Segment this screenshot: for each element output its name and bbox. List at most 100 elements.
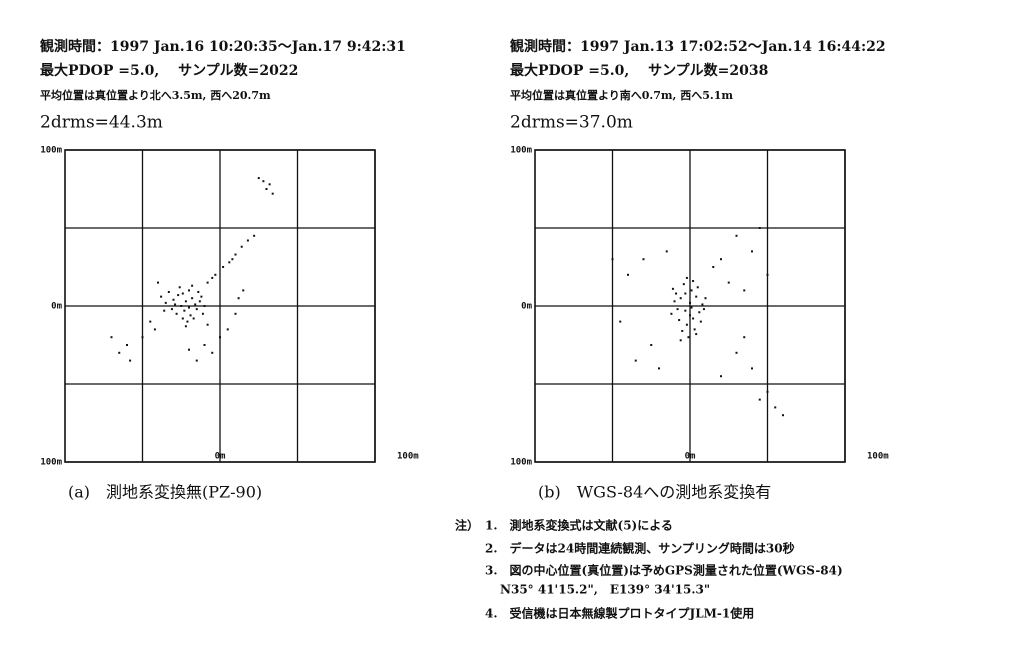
- point: [650, 344, 653, 346]
- point: [240, 245, 243, 248]
- point: [704, 297, 707, 300]
- point: [693, 328, 696, 331]
- point: [172, 298, 175, 301]
- point: [203, 344, 206, 346]
- point: [665, 250, 668, 253]
- point: [141, 336, 144, 339]
- point: [246, 239, 249, 242]
- point: [197, 290, 200, 293]
- point: [690, 306, 693, 309]
- point: [642, 258, 645, 261]
- notes-label: 注）: [455, 518, 479, 533]
- x-tick-label: 100m: [397, 452, 419, 462]
- point: [198, 300, 201, 303]
- point: [191, 297, 194, 300]
- point: [743, 336, 746, 339]
- x-tick-label: 0m: [685, 452, 696, 462]
- point: [189, 314, 192, 317]
- point: [178, 286, 181, 289]
- header-line: 2drms=44.3m: [40, 113, 163, 133]
- point: [195, 308, 198, 311]
- note: 1. 測地系変換式は文献(5)による: [485, 518, 673, 533]
- point: [192, 317, 195, 320]
- point: [222, 266, 225, 268]
- point: [670, 312, 673, 315]
- point: [163, 309, 166, 312]
- y-tick-label: 100m: [40, 458, 62, 468]
- point: [160, 295, 163, 298]
- point: [234, 312, 237, 315]
- point: [181, 292, 184, 295]
- point: [689, 301, 691, 304]
- caption: (a) 測地系変換無(PZ-90): [68, 483, 262, 502]
- point: [679, 297, 682, 300]
- point: [735, 351, 738, 354]
- point: [226, 328, 229, 331]
- point: [149, 320, 152, 323]
- point: [195, 359, 198, 362]
- point: [242, 289, 245, 292]
- point: [174, 303, 177, 306]
- point: [157, 281, 159, 284]
- point: [186, 320, 189, 323]
- point: [611, 258, 614, 261]
- point: [237, 297, 240, 300]
- y-tick-label: 100m: [510, 458, 532, 468]
- point: [735, 234, 738, 237]
- point: [702, 308, 705, 311]
- header-line: 観測時間：1997 Jan.13 17:02:52～Jan.14 16:44:2…: [510, 38, 886, 55]
- point: [201, 312, 204, 315]
- point: [619, 320, 622, 323]
- note: 2. データは24時間連続観測、サンプリング時間は30秒: [485, 541, 795, 556]
- point: [687, 336, 690, 339]
- point: [175, 312, 178, 315]
- caption: (b) WGS-84への測地系変換有: [538, 483, 771, 502]
- point: [684, 309, 687, 312]
- point: [228, 261, 231, 264]
- point: [191, 284, 194, 287]
- header-line: 最大PDOP =5.0, サンプル数=2022: [40, 62, 298, 79]
- note: 3. 図の中心位置(真位置)は予めGPS測量された位置(WGS-84): [485, 563, 843, 578]
- point: [751, 250, 753, 253]
- point: [758, 398, 761, 401]
- point: [211, 276, 214, 279]
- point: [782, 414, 784, 417]
- point: [675, 292, 678, 295]
- header-line: 2drms=37.0m: [510, 113, 633, 133]
- y-tick-label: 0m: [521, 302, 532, 312]
- point: [262, 180, 265, 183]
- point: [110, 336, 113, 339]
- point: [265, 188, 268, 190]
- point: [257, 177, 260, 180]
- point: [698, 311, 701, 314]
- header-line: 平均位置は真位置より南へ0.7m, 西へ5.1m: [510, 88, 733, 102]
- point: [774, 406, 777, 409]
- point: [676, 308, 679, 311]
- point: [170, 308, 173, 311]
- point: [684, 292, 687, 295]
- header-line: 最大PDOP =5.0, サンプル数=2038: [510, 62, 768, 79]
- point: [695, 295, 698, 298]
- point: [685, 323, 688, 326]
- point: [153, 328, 156, 331]
- point: [751, 367, 753, 370]
- point: [671, 287, 674, 290]
- point: [690, 289, 693, 292]
- point: [206, 323, 209, 326]
- point: [180, 305, 183, 307]
- point: [231, 258, 234, 261]
- point: [678, 319, 681, 322]
- point: [206, 281, 209, 284]
- point: [720, 375, 722, 378]
- point: [214, 273, 217, 276]
- point: [766, 273, 769, 276]
- point: [701, 303, 704, 306]
- point: [183, 309, 186, 312]
- point: [129, 359, 132, 362]
- y-tick-label: 100m: [510, 146, 532, 156]
- point: [253, 234, 256, 237]
- point: [181, 317, 184, 320]
- note: N35° 41'15.2", E139° 34'15.3": [500, 583, 710, 597]
- point: [177, 294, 180, 297]
